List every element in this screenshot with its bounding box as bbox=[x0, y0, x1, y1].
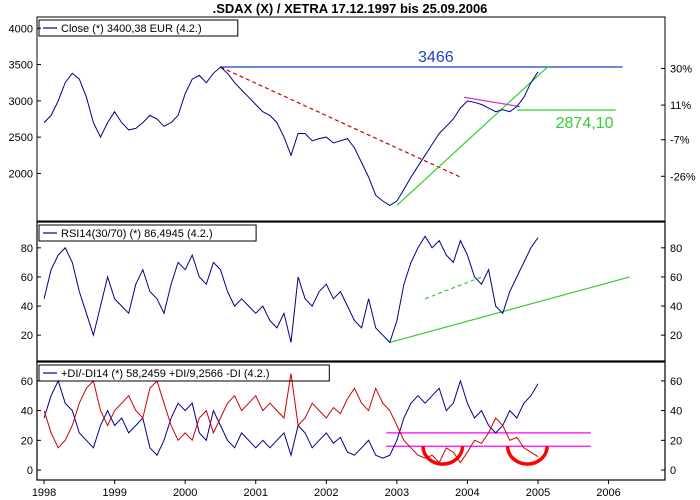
right-tick-price: -26% bbox=[670, 171, 696, 183]
right-tick-price: 11% bbox=[670, 100, 691, 112]
chart-title: .SDAX (X) / XETRA 17.12.1997 bis 25.09.2… bbox=[213, 1, 488, 16]
right-tick-dmi: 0 bbox=[670, 465, 676, 477]
legend-text: RSI14(30/70) (*) 86,4945 (4.2.) bbox=[61, 228, 213, 240]
legend-frame bbox=[38, 19, 239, 37]
dmi-arc-1 bbox=[421, 445, 465, 466]
label-resistance: 3466 bbox=[418, 49, 454, 66]
plot-area-dmi bbox=[43, 373, 591, 466]
right-tick-dmi: 60 bbox=[670, 376, 682, 388]
x-tick-label: 2005 bbox=[526, 487, 550, 499]
right-tick-rsi: 20 bbox=[670, 330, 682, 342]
label-support: 2874,10 bbox=[556, 115, 614, 132]
panel-price: 4000 3500 3000 2500 2000 30% 11% -7% -26% 3466 287… bbox=[9, 16, 696, 222]
legend-text: Close (*) 3400,38 EUR (4.2.) bbox=[61, 23, 202, 35]
left-tick-price: 4000 bbox=[9, 23, 33, 35]
series--di bbox=[43, 379, 539, 459]
left-tick-price: 3000 bbox=[9, 96, 33, 108]
panel-rsi: 80 60 40 20 80 60 40 20 RSI14(30/70) (*) 86,4945… bbox=[21, 221, 682, 362]
dmi-arc-2 bbox=[505, 445, 549, 466]
left-tick-price: 2500 bbox=[9, 132, 33, 144]
right-tick-rsi: 40 bbox=[670, 301, 682, 313]
line-rsi-trend bbox=[389, 276, 630, 344]
panel-dmi: 60 40 20 0 60 40 20 0 +DI/-DI14 (*) 58,2459 +DI/… bbox=[21, 361, 682, 481]
x-tick-label: 1998 bbox=[32, 487, 56, 499]
chart-panels: 4000350030002500200030%11%-7%-26%3466287… bbox=[9, 16, 696, 481]
legend-price: Close (*) 3400,38 EUR (4.2.) bbox=[38, 19, 239, 37]
legend-dmi: +DI/-DI14 (*) 58,2459 +DI/9,2566 -DI (4.… bbox=[38, 364, 330, 382]
plot-area-rsi bbox=[43, 235, 630, 344]
x-axis: 1998 1999 2000 2001 2002 2003 2004 2005 2006 bbox=[32, 480, 621, 499]
left-tick-dmi: 60 bbox=[21, 376, 33, 388]
left-tick-rsi: 60 bbox=[21, 272, 33, 284]
x-tick-label: 2000 bbox=[173, 487, 197, 499]
left-tick-rsi: 20 bbox=[21, 330, 33, 342]
left-tick-price: 2000 bbox=[9, 168, 33, 180]
plot-area-price bbox=[43, 65, 623, 206]
line-trend-up bbox=[396, 65, 549, 206]
left-tick-dmi: 20 bbox=[21, 435, 33, 447]
legend-rsi: RSI14(30/70) (*) 86,4945 (4.2.) bbox=[38, 224, 257, 242]
series-rsi bbox=[43, 235, 539, 344]
right-tick-dmi: 20 bbox=[670, 435, 682, 447]
x-tick-label: 1999 bbox=[102, 487, 126, 499]
left-tick-rsi: 80 bbox=[21, 243, 33, 255]
left-tick-price: 3500 bbox=[9, 60, 33, 72]
line-trend-down bbox=[220, 66, 461, 178]
series-close bbox=[43, 66, 539, 206]
left-tick-rsi: 40 bbox=[21, 301, 33, 313]
left-tick-dmi: 0 bbox=[27, 465, 33, 477]
legend-text: +DI/-DI14 (*) 58,2459 +DI/9,2566 -DI (4.… bbox=[61, 368, 270, 380]
line-pennant-line bbox=[463, 96, 521, 108]
panel-frame-price bbox=[36, 16, 666, 222]
x-tick-label: 2006 bbox=[596, 487, 620, 499]
x-tick-label: 2004 bbox=[455, 487, 479, 499]
x-tick-label: 2001 bbox=[243, 487, 267, 499]
right-tick-price: -7% bbox=[670, 135, 690, 147]
x-tick-label: 2002 bbox=[314, 487, 338, 499]
right-tick-price: 30% bbox=[670, 64, 692, 76]
right-tick-rsi: 80 bbox=[670, 243, 682, 255]
x-tick-label: 2003 bbox=[385, 487, 409, 499]
line-rsi-trend-dashed bbox=[424, 276, 482, 300]
panel-frame-dmi bbox=[36, 361, 666, 481]
right-tick-rsi: 60 bbox=[670, 272, 682, 284]
right-tick-dmi: 40 bbox=[670, 406, 682, 418]
panel-frame-rsi bbox=[36, 221, 666, 362]
left-tick-dmi: 40 bbox=[21, 406, 33, 418]
series--di bbox=[43, 373, 539, 464]
legend-frame bbox=[38, 224, 257, 242]
legend-frame bbox=[38, 364, 330, 382]
